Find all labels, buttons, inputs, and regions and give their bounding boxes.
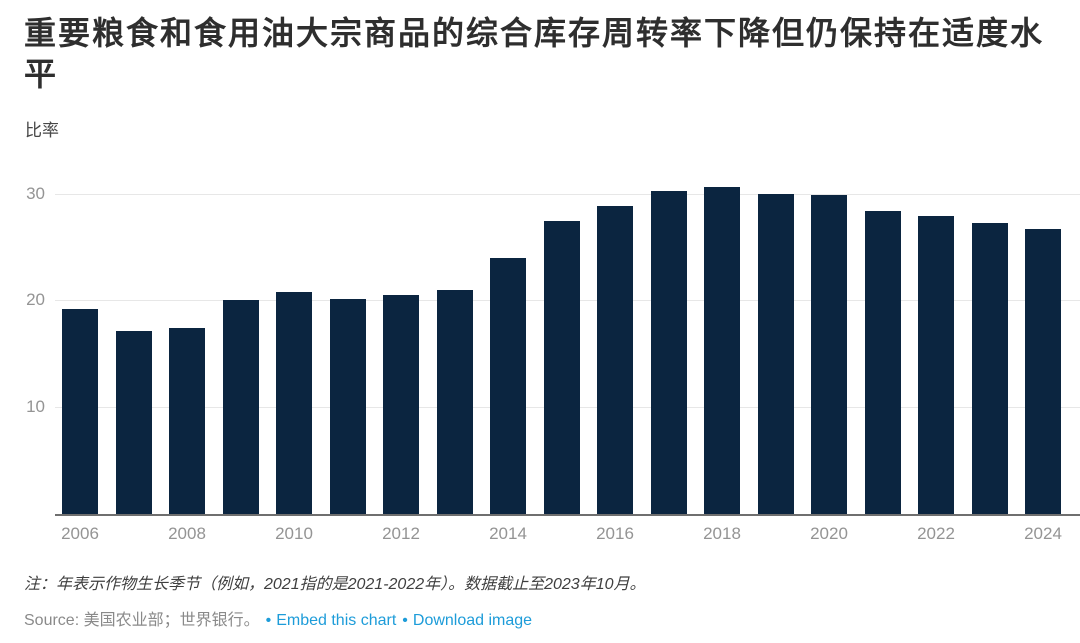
bar-2008 [169,327,205,514]
bar-2012 [383,295,419,514]
bar-2024 [1025,229,1061,514]
bullet-separator: • [265,612,272,629]
x-tick-label-2010: 2010 [275,524,313,543]
bar-2009 [222,300,259,514]
y-tick-label-20: 20 [26,290,45,310]
bar-2014 [490,257,526,514]
bar-2018 [704,186,740,514]
x-tick-label-2012: 2012 [382,524,420,543]
download-image-link[interactable]: • Download image [402,612,532,629]
x-tick-label-2014: 2014 [489,524,527,543]
bar-2019 [757,194,794,514]
y-axis-unit-label: 比率 [25,121,59,140]
bar-chart: 10 20 30 2006 2008 2010 2012 2014 2016 2018 2020 20… [0,163,1080,543]
chart-title: 重要粮食和食用油大宗商品的综合库存周转率下降但仍保持在适度水平 [24,13,1066,95]
embed-chart-label: Embed this chart [276,612,397,629]
x-axis-line [55,514,1080,516]
bar-2010 [276,291,312,514]
y-tick-label-10: 10 [26,396,45,416]
x-tick-label-2006: 2006 [61,524,99,543]
bullet-separator: • [402,612,408,629]
chart-title-line1: 重要粮食和食用油大宗商品的综合库存周转率下降但仍保持在适度水 [24,15,1045,51]
x-tick-label-2020: 2020 [810,524,848,543]
bar-2020 [811,195,847,514]
x-tick-label-2024: 2024 [1024,524,1062,543]
source-line: Source: 美国农业部；世界银行。 • Embed this chart • Dow… [24,606,532,630]
embed-chart-link[interactable]: • Embed this chart [266,612,397,629]
source-prefix: Source: [24,612,80,629]
chart-note: 注：年表示作物生长季节（例如，2021指的是2021-2022年）。数据截止至2… [24,576,646,593]
source-text: 美国农业部；世界银行。 [83,612,260,629]
x-tick-label-2022: 2022 [917,524,955,543]
bar-2015 [543,220,580,514]
bar-2023 [971,222,1008,514]
bar-2006 [62,308,98,514]
x-tick-label-2018: 2018 [703,524,741,543]
x-tick-label-2008: 2008 [168,524,206,543]
bar-2013 [436,289,473,514]
bar-2016 [597,205,633,514]
bar-2021 [864,211,901,514]
y-tick-label-30: 30 [26,184,45,204]
chart-title-line2: 平 [24,56,59,92]
download-image-label: Download image [412,612,533,629]
bar-2007 [115,331,152,514]
bar-2017 [650,190,687,514]
bar-2011 [329,299,366,514]
x-tick-label-2016: 2016 [596,524,634,543]
bar-2022 [918,216,954,514]
gridline-30 [55,194,1080,196]
